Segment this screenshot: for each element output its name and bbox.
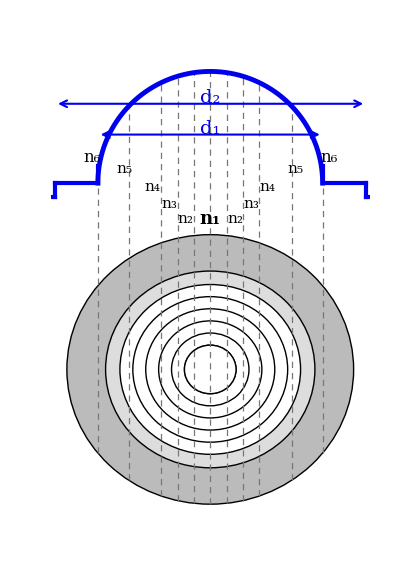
Text: n₅: n₅ [288,162,304,176]
Text: n₄: n₄ [145,180,161,194]
Text: d₁: d₁ [200,120,220,138]
Ellipse shape [120,285,300,454]
Ellipse shape [171,333,249,406]
Ellipse shape [106,271,315,468]
Text: n₆: n₆ [320,149,337,166]
Text: n₆: n₆ [83,149,100,166]
Text: n₂: n₂ [227,213,243,226]
Ellipse shape [185,345,236,393]
Ellipse shape [133,297,288,442]
Text: d₂: d₂ [200,89,220,107]
Text: n₅: n₅ [117,162,133,176]
Text: n₂: n₂ [177,213,193,226]
Ellipse shape [159,321,262,418]
Text: n₃: n₃ [162,197,178,211]
Text: n₁: n₁ [200,210,221,228]
Text: n₃: n₃ [244,197,259,211]
Text: n₄: n₄ [260,180,276,194]
Ellipse shape [185,345,236,393]
Ellipse shape [67,234,353,504]
Ellipse shape [146,309,275,430]
